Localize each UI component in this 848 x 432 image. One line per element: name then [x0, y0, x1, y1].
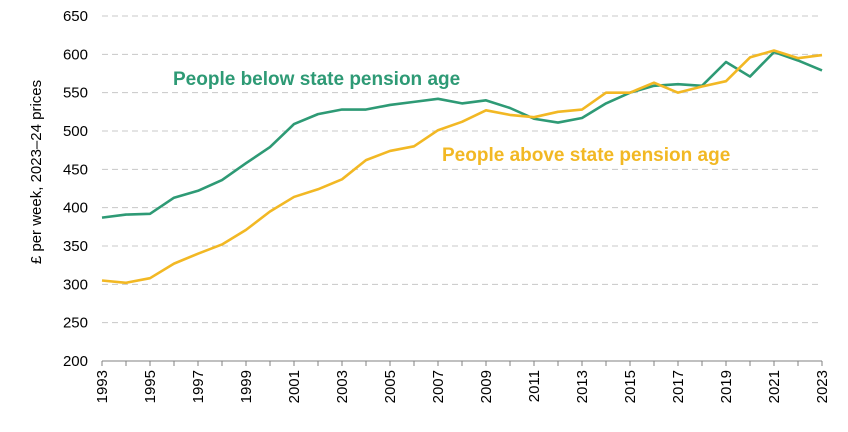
x-tick-label-2003: 2003 [334, 370, 351, 403]
y-tick-label-500: 500 [63, 123, 88, 140]
x-tick-label-1997: 1997 [190, 370, 207, 403]
y-tick-label-450: 450 [63, 161, 88, 178]
series-label-above-pension-age: People above state pension age [442, 145, 730, 166]
x-tick-label-2023: 2023 [814, 370, 831, 403]
x-axis [101, 360, 823, 366]
x-tick-label-2021: 2021 [766, 370, 783, 403]
series-label-below-pension-age: People below state pension age [173, 69, 460, 90]
x-tick-label-1995: 1995 [142, 370, 159, 403]
y-tick-label-550: 550 [63, 85, 88, 102]
x-axis-tick-labels: 1993 1995 1997 1999 2001 2003 2005 2007 2009 2011… [94, 370, 831, 403]
x-tick-label-2019: 2019 [718, 370, 735, 403]
x-tick-label-2007: 2007 [430, 370, 447, 403]
y-tick-label-250: 250 [63, 315, 88, 332]
x-tick-label-2015: 2015 [622, 370, 639, 403]
y-axis-title: £ per week, 2023–24 prices [28, 80, 45, 264]
series-line-above-pension-age [101, 49, 823, 285]
y-tick-label-400: 400 [63, 200, 88, 217]
y-tick-label-300: 300 [63, 276, 88, 293]
gridlines [102, 15, 822, 324]
x-tick-label-2017: 2017 [670, 370, 687, 403]
y-axis-tick-labels: 200 250 300 350 400 450 500 550 600 650 [63, 8, 88, 370]
x-tick-label-2005: 2005 [382, 370, 399, 403]
x-tick-label-1999: 1999 [238, 370, 255, 403]
y-tick-label-350: 350 [63, 238, 88, 255]
y-tick-label-650: 650 [63, 8, 88, 25]
y-tick-label-200: 200 [63, 353, 88, 370]
series-lines [101, 49, 823, 285]
x-tick-label-2009: 2009 [478, 370, 495, 403]
x-tick-label-2001: 2001 [286, 370, 303, 403]
x-tick-label-2011: 2011 [526, 370, 543, 402]
y-tick-label-600: 600 [63, 46, 88, 63]
x-tick-label-2013: 2013 [574, 370, 591, 403]
x-tick-label-1993: 1993 [94, 370, 111, 403]
